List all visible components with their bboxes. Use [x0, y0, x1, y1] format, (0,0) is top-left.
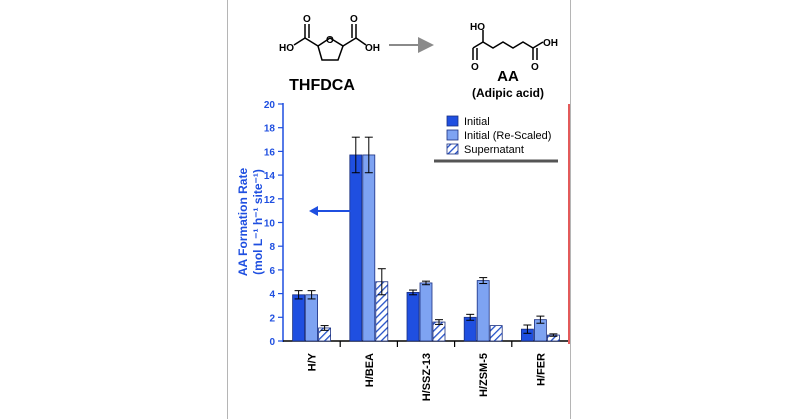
bar — [305, 294, 319, 342]
x-tick-label: H/ZSM-5 — [478, 353, 490, 397]
bar — [362, 154, 376, 342]
product-atom-ho: HO — [470, 22, 485, 33]
y-tick-label: 12 — [264, 195, 276, 206]
figure-frame — [227, 0, 571, 419]
y-tick-label: 20 — [264, 100, 276, 111]
x-tick-label: H/Y — [307, 352, 319, 371]
plot-area: 0 2 4 6 8 10 12 14 16 18 20 H/Y H/BEA H/SSZ-13 H/ZSM-5… — [264, 100, 569, 401]
product-atom-oh: OH — [543, 38, 558, 49]
bar — [406, 292, 420, 342]
y-axis-title-line2: (mol L⁻¹ h⁻¹ site⁻¹) — [251, 169, 265, 275]
bar — [463, 316, 477, 342]
y-tick-label: 16 — [264, 147, 276, 158]
y-tick-label: 18 — [264, 124, 276, 135]
y-axis-pointer-arrowhead — [309, 206, 318, 216]
reactant-structure — [293, 24, 367, 61]
product-structure — [472, 30, 544, 60]
x-tick-label: H/SSZ-13 — [421, 353, 433, 401]
legend-swatch — [446, 115, 459, 127]
y-tick-label: 4 — [269, 290, 275, 301]
bar — [419, 282, 433, 342]
reactant-atom-o1: O — [303, 14, 311, 25]
reactant-label: THFDCA — [289, 77, 355, 94]
legend-swatch — [446, 129, 459, 141]
y-tick-label: 6 — [269, 266, 275, 277]
x-tick-label: H/BEA — [364, 353, 376, 387]
product-label: AA — [497, 68, 519, 85]
x-tick-label: H/FER — [535, 353, 547, 386]
y-tick-label: 14 — [264, 171, 276, 182]
reactant-atom-o-ring: O — [326, 35, 334, 46]
reactant-atom-o2: O — [350, 14, 358, 25]
legend-label: Supernatant — [464, 144, 524, 156]
y-tick-label: 8 — [269, 242, 275, 253]
bar — [292, 294, 306, 342]
y-tick-label: 0 — [269, 337, 275, 348]
reactant-atom-oh: OH — [365, 43, 380, 54]
bar — [349, 154, 363, 342]
product-name: (Adipic acid) — [472, 86, 544, 100]
legend-swatch — [446, 143, 459, 155]
product-atom-o1: O — [471, 62, 479, 73]
bar — [476, 280, 490, 342]
product-atom-o2: O — [531, 62, 539, 73]
legend: Initial Initial (Re-Scaled) Supernatant — [434, 115, 558, 163]
bar — [489, 325, 503, 342]
y-tick-label: 10 — [264, 219, 276, 230]
y-tick-label: 2 — [269, 313, 275, 324]
y-axis-title-line1: AA Formation Rate — [236, 168, 250, 277]
reactant-atom-ho: HO — [279, 43, 294, 54]
legend-label: Initial (Re-Scaled) — [464, 130, 551, 142]
legend-label: Initial — [464, 116, 490, 128]
